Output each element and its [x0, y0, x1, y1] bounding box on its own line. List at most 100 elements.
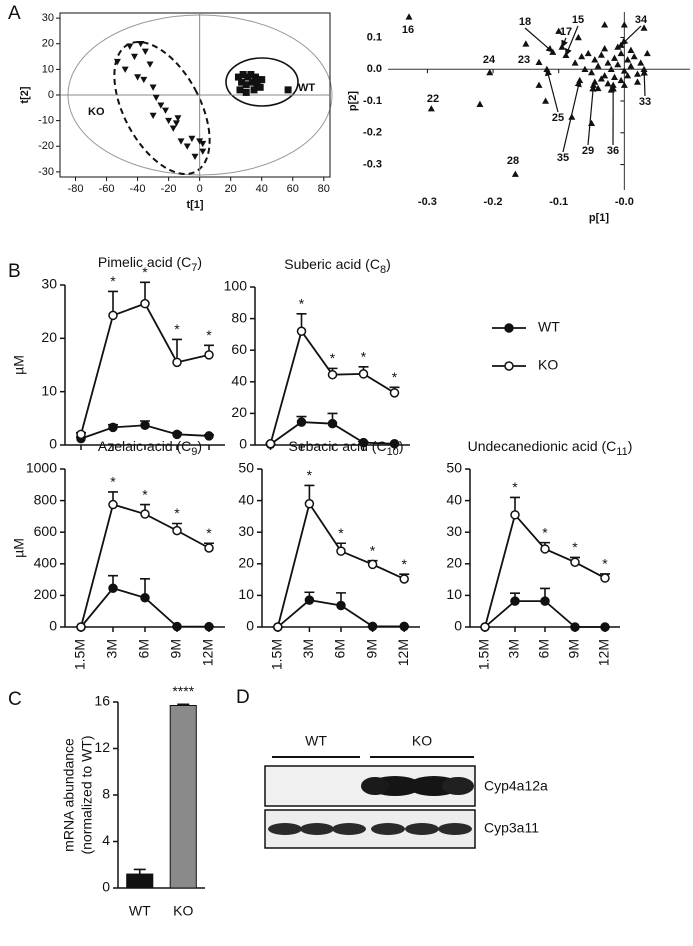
point	[162, 107, 170, 114]
point	[389, 388, 400, 398]
y-tick-label: 20	[231, 404, 247, 420]
point	[177, 138, 185, 145]
y-tick-label: 8	[102, 786, 110, 802]
x-tick-label: -0.1	[549, 196, 568, 208]
y-tick-label: 80	[231, 309, 247, 325]
point	[146, 61, 154, 68]
point	[113, 58, 121, 66]
point	[604, 80, 612, 87]
point	[358, 437, 369, 448]
x-axis-label: p[1]	[589, 212, 610, 224]
point	[108, 310, 118, 321]
point	[258, 76, 266, 84]
point	[76, 622, 86, 632]
point	[134, 74, 142, 81]
point	[624, 56, 632, 63]
point	[242, 81, 250, 89]
x-tick-label: KO	[173, 903, 193, 919]
ko-ellipse	[113, 40, 211, 176]
error-bar	[177, 703, 190, 706]
point	[149, 84, 157, 91]
y-tick-label: 20	[41, 329, 57, 345]
point	[581, 65, 589, 73]
point	[199, 140, 207, 148]
point	[405, 13, 413, 20]
point	[535, 81, 543, 88]
point	[204, 350, 214, 360]
point	[624, 72, 632, 79]
point	[630, 53, 638, 60]
point	[522, 40, 530, 47]
point	[584, 49, 592, 57]
significance: ****	[172, 683, 194, 699]
point	[480, 622, 490, 632]
point	[620, 67, 628, 74]
point	[141, 48, 149, 55]
x-tick-label: -40	[130, 183, 146, 195]
y-tick-label: 10	[42, 63, 54, 75]
panel-label: A	[8, 3, 21, 24]
x-tick-label: -0.0	[615, 196, 634, 208]
x-tick-label: 6M	[136, 639, 152, 658]
y-tick-label: 0.0	[367, 63, 382, 75]
significance: *	[174, 505, 180, 521]
legend-marker	[504, 323, 514, 333]
point	[327, 369, 338, 380]
point	[140, 593, 150, 603]
point	[620, 81, 628, 88]
point	[199, 148, 207, 155]
y-tick-label: 200	[34, 586, 58, 602]
point-label: 24	[483, 54, 496, 66]
y-tick-label: 10	[41, 382, 57, 398]
y-tick-label: 40	[446, 491, 462, 507]
point	[284, 86, 292, 94]
point-label: 29	[582, 145, 594, 157]
point	[614, 60, 622, 68]
y-tick-label: 30	[238, 523, 254, 539]
chart-title: Azelaic acid (C9)	[98, 438, 202, 458]
point	[204, 543, 214, 553]
y-tick-label: 10	[238, 586, 254, 602]
point	[510, 596, 520, 606]
point	[601, 72, 609, 79]
significance: *	[512, 479, 518, 495]
point-label: 25	[552, 112, 564, 124]
wt-ellipse	[225, 57, 299, 107]
significance: *	[110, 474, 116, 490]
y-tick-label: 30	[446, 523, 462, 539]
x-tick-label: 9M	[168, 639, 184, 658]
point	[571, 59, 579, 66]
point	[594, 62, 602, 69]
point	[607, 65, 615, 73]
point	[130, 53, 138, 61]
point	[256, 83, 264, 91]
x-tick-label: 6M	[332, 639, 348, 658]
point-label: 22	[427, 93, 439, 105]
point	[637, 59, 645, 66]
label-arrow	[620, 25, 642, 46]
point	[236, 86, 244, 94]
point	[574, 33, 582, 41]
x-axis-label: t[1]	[186, 199, 203, 211]
x-tick-label: -20	[161, 183, 177, 195]
x-tick-label: 1.5M	[72, 639, 88, 670]
point	[174, 115, 182, 122]
point	[601, 45, 609, 52]
significance: *	[392, 369, 398, 385]
point	[327, 418, 338, 429]
chart-title: Undecanedionic acid (C11)	[468, 438, 633, 458]
label-arrow	[565, 25, 579, 56]
significance: *	[307, 467, 313, 483]
x-tick-label: 20	[225, 183, 237, 195]
point	[588, 68, 596, 76]
point	[169, 125, 177, 132]
y-tick-label: -20	[38, 140, 54, 152]
series-line	[80, 302, 210, 435]
x-tick-label: WT	[129, 903, 151, 919]
point	[149, 112, 157, 119]
y-axis-label: t[2]	[19, 86, 31, 103]
y-tick-label: 0	[454, 618, 462, 634]
point	[611, 73, 618, 80]
y-tick-label: -0.3	[363, 158, 382, 170]
point	[108, 499, 118, 510]
